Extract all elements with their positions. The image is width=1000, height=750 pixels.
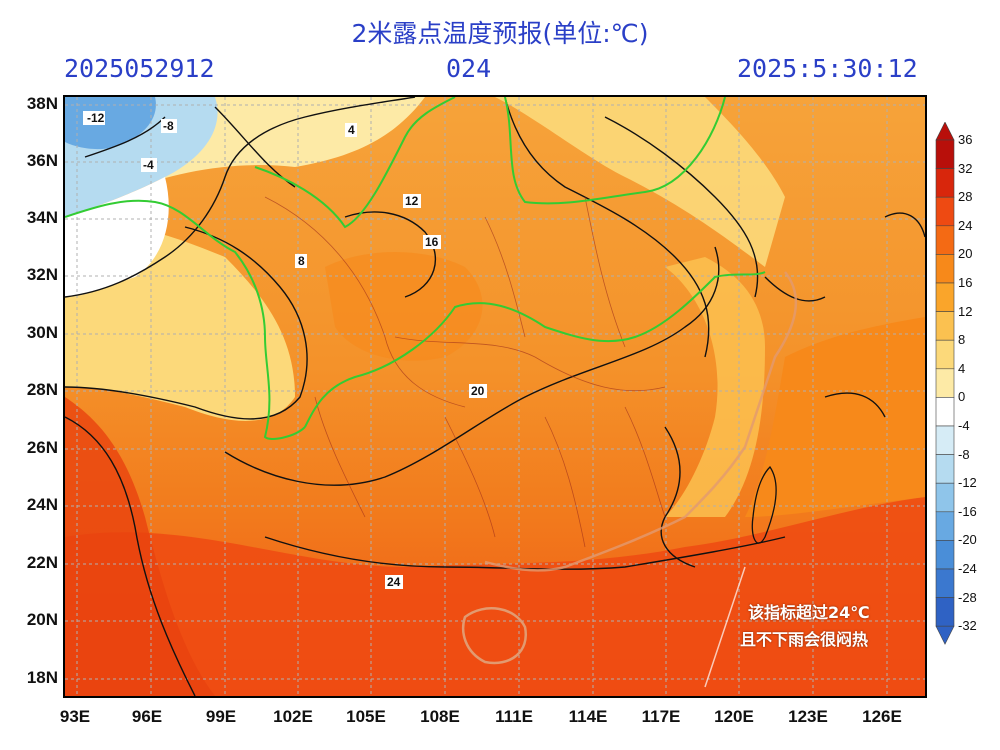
- lon-label: 123E: [788, 707, 828, 726]
- contour-label: -12: [87, 111, 105, 125]
- colorbar-label: 0: [958, 389, 966, 405]
- lon-label: 93E: [59, 707, 91, 726]
- lat-label: 18N: [26, 668, 58, 687]
- map-title: 2米露点温度预报(单位:℃): [351, 19, 649, 48]
- lon-label: 99E: [205, 707, 237, 726]
- colorbar-label: -16: [958, 503, 977, 519]
- colorbar-label: -32: [958, 618, 977, 634]
- colorbar-cell: [935, 454, 955, 484]
- colorbar-label: 32: [958, 160, 973, 176]
- lon-label: 102E: [273, 707, 313, 726]
- colorbar-label: 24: [958, 217, 973, 233]
- annotation-line-1: 该指标超过24℃: [748, 603, 870, 622]
- contour-label: 8: [298, 254, 305, 268]
- coldest-zone: [65, 97, 156, 150]
- map-canvas: -12 -8 -4 4 8 12 16 20 24: [65, 97, 925, 696]
- coastline: [484, 271, 798, 572]
- lon-label: 105E: [346, 707, 386, 726]
- colorbar: [935, 122, 955, 645]
- lon-label: 114E: [568, 707, 608, 726]
- hainan-island: [461, 607, 528, 665]
- colorbar-label: -24: [958, 561, 977, 576]
- colorbar-label: -28: [958, 589, 977, 605]
- lat-label: 20N: [26, 610, 58, 629]
- colorbar-cell: [935, 139, 955, 169]
- hot-zone: [65, 497, 925, 696]
- lat-label: 34N: [26, 208, 58, 227]
- colorbar-cell: [935, 225, 955, 255]
- colorbar-cell: [935, 511, 955, 541]
- colorbar-label: -20: [958, 532, 977, 548]
- colorbar-cell: [935, 168, 955, 198]
- lat-label: 24N: [26, 495, 58, 514]
- colorbar-cells: [935, 122, 955, 645]
- colorbar-label: 36: [958, 132, 973, 147]
- colorbar-cell: [935, 254, 955, 284]
- lat-label: 36N: [26, 151, 58, 170]
- contour-label: -4: [143, 158, 154, 172]
- colorbar-cell: [935, 482, 955, 513]
- lead-hours: 024: [446, 54, 492, 83]
- taiwan-island: [751, 465, 777, 544]
- colorbar-cell: [935, 397, 955, 427]
- graticule: [65, 97, 925, 696]
- lon-label: 126E: [862, 707, 902, 726]
- lon-label: 96E: [131, 707, 163, 726]
- colorbar-cell: [935, 339, 955, 370]
- contour-label-group: -12 -8 -4 4 8 12 16 20 24: [83, 111, 487, 589]
- colorbar-cell: [935, 425, 955, 455]
- contour-label: -8: [163, 119, 174, 133]
- cool-zone-northeast: [495, 97, 785, 267]
- lat-label: 26N: [26, 438, 58, 457]
- colorbar-label: 28: [958, 189, 973, 205]
- lon-label: 117E: [641, 707, 681, 726]
- colorbar-label: -8: [958, 446, 970, 462]
- init-time: 2025052912: [64, 54, 215, 83]
- colorbar-cap-top: [935, 122, 955, 141]
- lon-label: 120E: [714, 707, 754, 726]
- lat-label: 22N: [26, 553, 58, 572]
- contour-label: 12: [405, 194, 419, 208]
- contour-label: 20: [471, 384, 485, 398]
- zero-zone: [65, 177, 169, 297]
- contour-label: 4: [348, 123, 355, 137]
- colorbar-label: -4: [958, 418, 970, 433]
- cool-zone-east: [665, 257, 765, 517]
- valid-time: 2025:5:30:12: [737, 54, 918, 83]
- colorbar-cell: [935, 311, 955, 341]
- contour-lines: [65, 97, 925, 696]
- colorbar-label: 4: [958, 360, 966, 376]
- lon-label: 111E: [495, 707, 533, 726]
- lat-label: 38N: [26, 94, 58, 113]
- colorbar-cell: [935, 282, 955, 312]
- rivers: [65, 97, 766, 440]
- dewpoint-map: -12 -8 -4 4 8 12 16 20 24 该指标超过24℃ 且不下雨会…: [63, 95, 927, 698]
- colorbar-cell: [935, 540, 955, 570]
- annotation-pointer: [704, 566, 746, 688]
- colorbar-label: 16: [958, 275, 973, 290]
- contour-label: 16: [425, 235, 439, 249]
- sea-zone: [745, 317, 925, 517]
- admin-boundaries: [264, 196, 666, 548]
- colorbar-label: 20: [958, 246, 973, 262]
- annotation-line-2: 且不下雨会很闷热: [740, 630, 869, 649]
- lat-label: 28N: [26, 380, 58, 399]
- lon-label: 108E: [420, 707, 460, 726]
- colorbar-cell: [935, 597, 955, 627]
- colorbar-cell: [935, 568, 955, 598]
- colorbar-label: -12: [958, 475, 977, 491]
- colorbar-cap-bottom: [935, 625, 955, 645]
- colorbar-cell: [935, 368, 955, 398]
- colorbar-cell: [935, 196, 955, 227]
- colorbar-label: 8: [958, 332, 966, 348]
- lat-label: 30N: [26, 323, 58, 342]
- colorbar-label: 12: [958, 303, 973, 319]
- contour-label: 24: [387, 575, 401, 589]
- lat-label: 32N: [26, 265, 58, 284]
